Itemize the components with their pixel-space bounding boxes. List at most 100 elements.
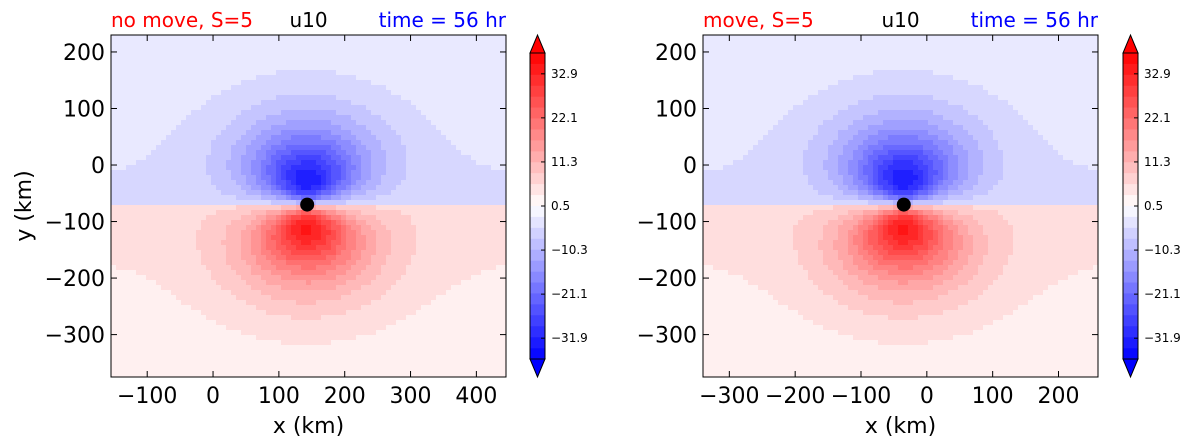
- colorbar-level: [1123, 96, 1138, 108]
- colorbar-level: [1123, 304, 1138, 316]
- colorbar-level: [530, 173, 545, 185]
- y-tick-label: −200: [45, 267, 105, 292]
- colorbar-level: [1123, 293, 1138, 305]
- colorbar-level: [1123, 337, 1138, 349]
- colorbar-level: [1123, 107, 1138, 119]
- colorbar-level: [1123, 184, 1138, 196]
- colorbar-tick-label: 0.5: [551, 199, 570, 213]
- x-tick-label: 400: [455, 384, 497, 409]
- colorbar-level: [530, 227, 545, 240]
- y-tick-label: −100: [637, 211, 697, 236]
- colorbar-level: [530, 74, 545, 87]
- colorbar-level: [530, 53, 545, 65]
- colorbar-level: [1123, 195, 1138, 207]
- colorbar-extend-min: [529, 358, 546, 379]
- colorbar-level: [530, 63, 545, 76]
- colorbar-level: [1123, 216, 1138, 229]
- x-tick-label: 100: [258, 384, 300, 409]
- colorbar-level: [1123, 271, 1138, 283]
- colorbar-level: [1123, 227, 1138, 240]
- colorbar-level: [530, 304, 545, 316]
- title-case-label: move, S=5: [703, 8, 814, 32]
- colorbar-level: [1123, 206, 1138, 218]
- colorbar-tick-label: −31.9: [1144, 331, 1181, 345]
- colorbar-level: [1123, 249, 1138, 261]
- colorbar-level: [1123, 348, 1138, 360]
- y-tick-label: 0: [683, 154, 697, 179]
- axes-frame: [110, 34, 507, 378]
- colorbar-level: [530, 151, 545, 163]
- colorbar-extend-max: [1122, 33, 1139, 54]
- y-tick-label: 200: [63, 41, 105, 66]
- panel-2: −300 −200 −100 0 100 2002001000−100−200−300x …: [637, 8, 1181, 439]
- colorbar: 32.9 22.1 11.3 0.5 −10.3 −21.1 −31.9: [529, 33, 588, 379]
- colorbar-tick-label: 11.3: [551, 155, 578, 169]
- colorbar-level: [530, 129, 545, 141]
- y-tick-label: −300: [637, 324, 697, 349]
- x-tick-label: −200: [765, 384, 825, 409]
- colorbar-tick-label: −21.1: [551, 287, 588, 301]
- panel-1: −100 0 100 200 300 400 200 100 0 −100 −200 −300 x (k…: [12, 8, 588, 439]
- colorbar-tick-label: −10.3: [1144, 243, 1181, 257]
- colorbar-tick-label: 22.1: [1144, 111, 1171, 125]
- colorbar-extend-min: [1122, 358, 1139, 379]
- storm-center-marker: [300, 197, 315, 212]
- colorbar-level: [530, 107, 545, 119]
- colorbar-level: [530, 96, 545, 108]
- x-tick-label: 200: [324, 384, 366, 409]
- colorbar-level: [1123, 260, 1138, 272]
- colorbar-level: [530, 216, 545, 229]
- x-tick-label: −300: [699, 384, 759, 409]
- colorbar-level: [1123, 140, 1138, 152]
- storm-center-marker: [896, 197, 911, 212]
- colorbar-tick-label: 22.1: [551, 111, 578, 125]
- y-tick-label: 0: [91, 154, 105, 179]
- colorbar-level: [530, 249, 545, 261]
- y-tick-label: −200: [637, 267, 697, 292]
- colorbar-level: [1123, 63, 1138, 76]
- colorbar-level: [1123, 326, 1138, 338]
- colorbar-level: [530, 195, 545, 207]
- colorbar-level: [1123, 162, 1138, 174]
- colorbar-level: [530, 162, 545, 174]
- title-time-label: time = 56 hr: [379, 8, 507, 32]
- colorbar-level: [530, 348, 545, 360]
- colorbar-level: [530, 140, 545, 152]
- colorbar-tick-label: −21.1: [1144, 287, 1181, 301]
- x-tick-label: 0: [206, 384, 220, 409]
- colorbar-level: [1123, 85, 1138, 98]
- colorbar-level: [530, 260, 545, 272]
- y-tick-label: −100: [45, 211, 105, 236]
- colorbar-level: [530, 118, 545, 130]
- colorbar: 32.9 22.1 11.3 0.5 −10.3 −21.1 −31.9: [1122, 33, 1181, 379]
- x-tick-label: 200: [1038, 384, 1080, 409]
- colorbar-level: [1123, 53, 1138, 65]
- y-tick-label: 200: [655, 41, 697, 66]
- y-tick-label: −300: [45, 324, 105, 349]
- colorbar-tick-label: −10.3: [551, 243, 588, 257]
- x-axis-label: x (km): [865, 414, 936, 439]
- title-variable-label: u10: [881, 8, 919, 32]
- colorbar-level: [530, 206, 545, 218]
- colorbar-level: [1123, 173, 1138, 185]
- colorbar-level: [530, 282, 545, 294]
- title-time-label: time = 56 hr: [971, 8, 1099, 32]
- colorbar-level: [1123, 282, 1138, 294]
- contour-field: [111, 35, 506, 377]
- colorbar-level: [1123, 129, 1138, 141]
- x-tick-label: −100: [831, 384, 891, 409]
- x-tick-label: 0: [920, 384, 934, 409]
- colorbar-tick-label: 32.9: [1144, 67, 1171, 81]
- colorbar-level: [1123, 74, 1138, 87]
- colorbar-level: [530, 238, 545, 251]
- colorbar-tick-label: 0.5: [1144, 199, 1163, 213]
- colorbar-extend-max: [529, 33, 546, 54]
- colorbar-level: [1123, 151, 1138, 163]
- x-axis-label: x (km): [273, 414, 344, 439]
- colorbar-tick-label: −31.9: [551, 331, 588, 345]
- colorbar-level: [530, 184, 545, 196]
- colorbar-level: [530, 326, 545, 338]
- x-tick-label: 300: [390, 384, 432, 409]
- x-tick-label: 100: [972, 384, 1014, 409]
